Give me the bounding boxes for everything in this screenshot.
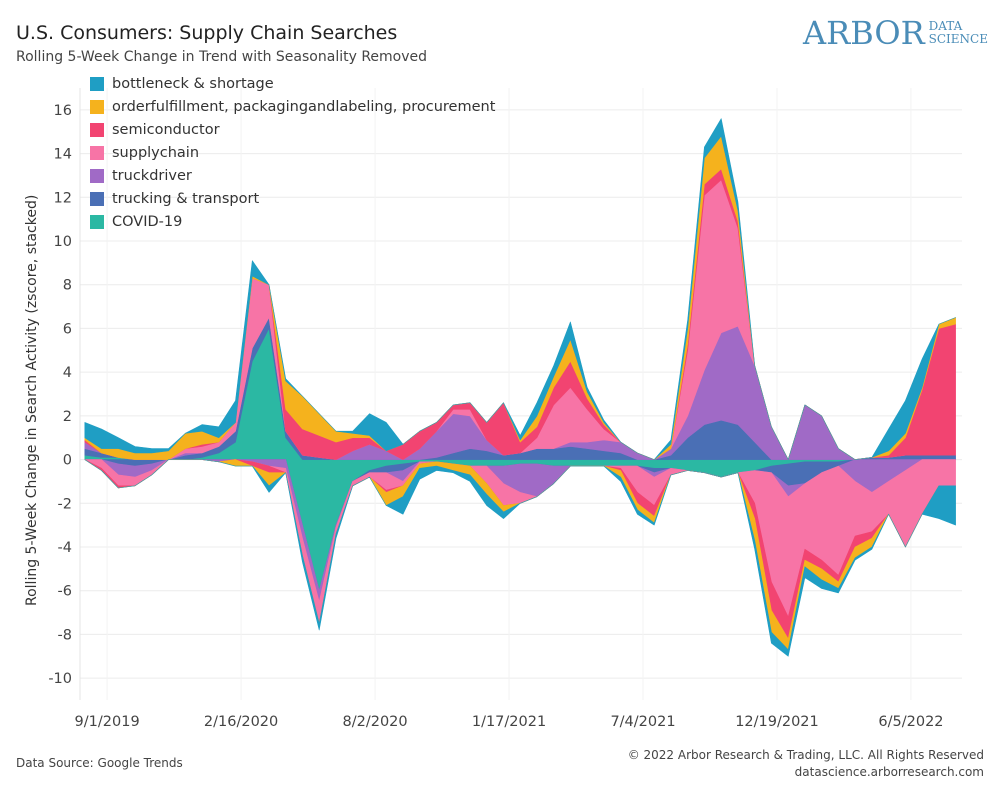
- legend-swatch: [90, 191, 104, 206]
- legend-swatch: [90, 168, 104, 183]
- legend-label: bottleneck & shortage: [112, 75, 274, 92]
- footer-credits: © 2022 Arbor Research & Trading, LLC. Al…: [628, 747, 984, 781]
- chart-title: U.S. Consumers: Supply Chain Searches: [16, 22, 398, 44]
- x-tick-label: 6/5/2022: [878, 714, 943, 730]
- x-tick-label: 1/17/2021: [472, 714, 546, 730]
- legend-label: COVID-19: [112, 213, 183, 230]
- legend-label: supplychain: [112, 144, 200, 161]
- legend-item[interactable]: truckdriver: [90, 164, 495, 187]
- x-tick-label: 9/1/2019: [75, 714, 140, 730]
- x-axis-ticks: 9/1/2019 2/16/2020 8/2/2020 1/17/2021 7/4/20…: [75, 714, 944, 730]
- legend-item[interactable]: trucking & transport: [90, 187, 495, 210]
- y-axis-label: Rolling 5-Week Change in Search Activity…: [24, 194, 40, 606]
- legend-label: truckdriver: [112, 167, 192, 184]
- series-supplychain: [84, 179, 956, 624]
- x-tick-label: 7/4/2021: [610, 714, 675, 730]
- legend-label: semiconductor: [112, 121, 220, 138]
- logo-science-text: SCIENCE: [928, 32, 988, 46]
- legend-swatch: [90, 76, 104, 91]
- logo-data-text: DATA: [928, 19, 963, 33]
- area-positive: [84, 118, 956, 460]
- x-tick-label: 2/16/2020: [204, 714, 278, 730]
- logo-subtext: DATA SCIENCE: [929, 20, 988, 46]
- y-tick-label: 8: [63, 278, 72, 294]
- y-tick-label: -8: [58, 627, 72, 643]
- y-tick-label: 12: [54, 190, 72, 206]
- series-areas: [84, 118, 956, 657]
- legend-item[interactable]: supplychain: [90, 141, 495, 164]
- y-tick-label: 6: [63, 321, 72, 337]
- legend-label: orderfulfillment, packagingandlabeling, …: [112, 98, 496, 115]
- legend-swatch: [90, 214, 104, 229]
- y-tick-label: 4: [63, 365, 72, 381]
- legend-swatch: [90, 145, 104, 160]
- legend-item[interactable]: orderfulfillment, packagingandlabeling, …: [90, 95, 495, 118]
- y-tick-label: 2: [63, 409, 72, 425]
- y-tick-label: -6: [58, 584, 72, 600]
- data-source: Data Source: Google Trends: [16, 756, 183, 770]
- x-tick-label: 8/2/2020: [343, 714, 408, 730]
- legend-swatch: [90, 122, 104, 137]
- legend: bottleneck & shortage orderfulfillment, p…: [90, 72, 495, 233]
- y-tick-label: -2: [58, 496, 72, 512]
- y-tick-label: -4: [58, 540, 72, 556]
- area-negative: [84, 459, 956, 657]
- series-bottleneck-shortage: [84, 118, 956, 657]
- chart-subtitle: Rolling 5-Week Change in Trend with Seas…: [16, 49, 428, 65]
- y-tick-label: -10: [48, 671, 72, 687]
- series-semiconductor: [84, 168, 956, 640]
- y-tick-label: 16: [54, 103, 72, 119]
- y-tick-label: 14: [54, 147, 72, 163]
- y-tick-label: 0: [63, 453, 72, 469]
- legend-item[interactable]: bottleneck & shortage: [90, 72, 495, 95]
- logo-wordmark: ARBOR: [803, 14, 925, 52]
- legend-swatch: [90, 99, 104, 114]
- y-tick-label: 10: [54, 234, 72, 250]
- arbor-logo: ARBOR DATA SCIENCE: [803, 14, 988, 52]
- copyright-text: © 2022 Arbor Research & Trading, LLC. Al…: [627, 748, 984, 762]
- legend-item[interactable]: semiconductor: [90, 118, 495, 141]
- x-tick-label: 12/19/2021: [735, 714, 819, 730]
- y-axis-ticks: -10 -8 -6 -4 -2 0 2 4 6 8 10 12 14 16: [48, 103, 72, 687]
- legend-item[interactable]: COVID-19: [90, 210, 495, 233]
- legend-label: trucking & transport: [112, 190, 260, 207]
- website-link[interactable]: datascience.arborresearch.com: [794, 765, 984, 779]
